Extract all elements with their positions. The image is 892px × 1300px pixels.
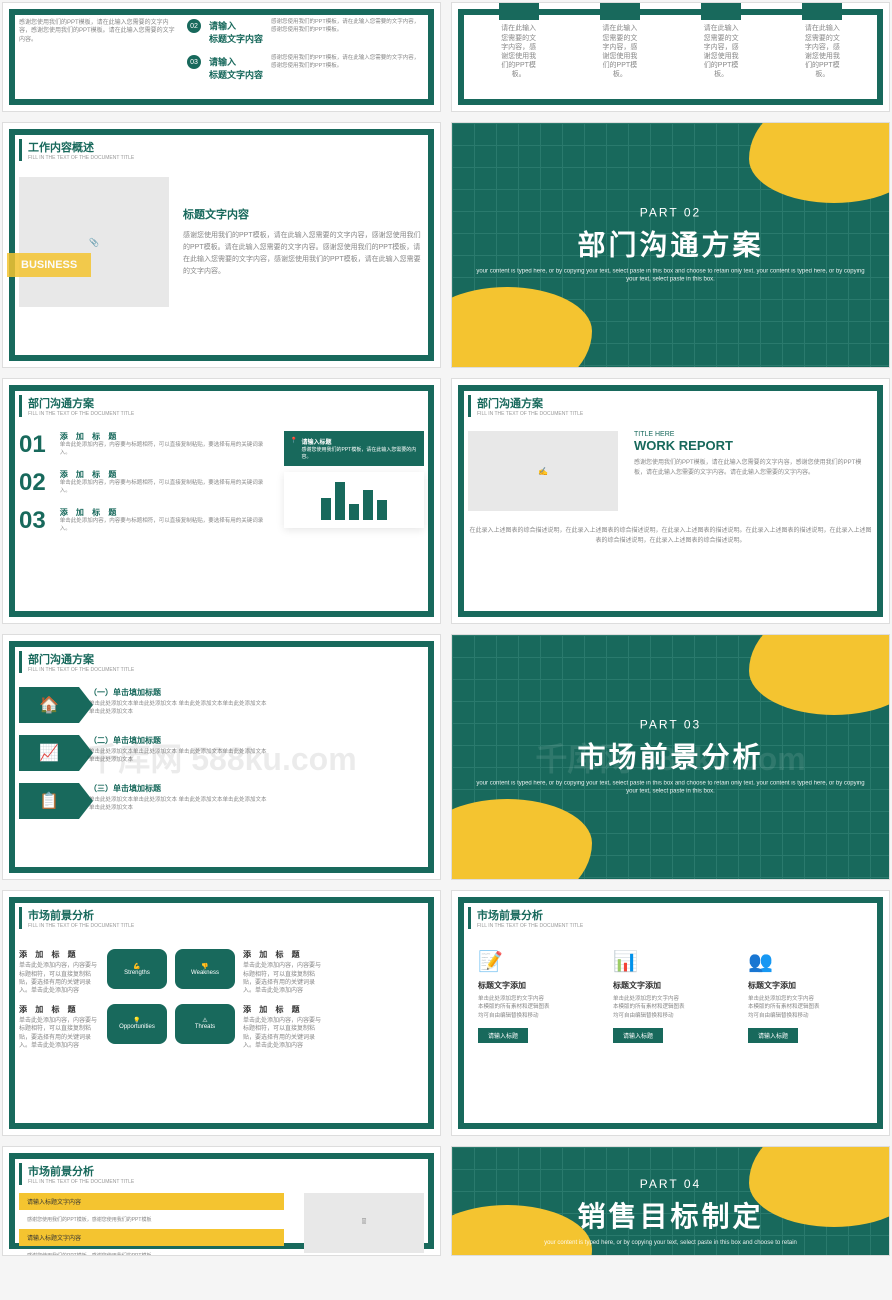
slide-11: 市场前景分析FILL IN THE TEXT OF THE DOCUMENT T… — [2, 1146, 441, 1256]
feature-icon: 👥 — [748, 949, 863, 974]
num-item: 02 请输入标题文字内容 感谢您使用我们的PPT模板，请在此输入您需要的文字内容… — [187, 19, 424, 45]
slide-5: 部门沟通方案FILL IN THE TEXT OF THE DOCUMENT T… — [2, 378, 441, 624]
feature-icon: 📝 — [478, 949, 593, 974]
swot-weakness: 👎Weakness — [175, 949, 235, 989]
num-badge: 02 — [187, 19, 201, 33]
info-box: 请输入标题文字内容 感谢您使用我们的PPT模板，感谢您使用我们的PPT模板 — [19, 1229, 284, 1256]
bar3d: 60% 请在此输入您需要的文字内容，感谢您使用我们的PPT模板。 — [499, 2, 539, 79]
feature-btn[interactable]: 请输入标题 — [748, 1028, 798, 1043]
s4-sub: your content is typed here, or by copyin… — [474, 268, 867, 285]
feature-col: 📊 标题文字添加 单击此处添加您的文字内容本模版的所有素材和逻辑图表均可自由编辑… — [613, 949, 728, 1043]
location-icon: 📍 — [290, 437, 297, 444]
doc-icon: 📋 — [19, 783, 79, 819]
slide-12: PART 04 销售目标制定 your content is typed her… — [451, 1146, 890, 1256]
s4-part: PART 02 — [474, 206, 867, 220]
swot-strengths: 💪Strengths — [107, 949, 167, 989]
info-box: 请输入标题文字内容 感谢您使用我们的PPT模板，感谢您使用我们的PPT模板 — [19, 1193, 284, 1223]
s6-image: ✍️ — [468, 431, 618, 511]
s3-image: 📎 — [19, 177, 169, 307]
s11-image: 🖩 — [304, 1193, 424, 1253]
feature-btn[interactable]: 请输入标题 — [478, 1028, 528, 1043]
slide-8: PART 03 市场前景分析 your content is typed her… — [451, 634, 890, 880]
slide-7: 部门沟通方案FILL IN THE TEXT OF THE DOCUMENT T… — [2, 634, 441, 880]
list-item: 03 添 加 标 题 单击此处添加内容，内容要与标题相符，可以直接复制粘贴，要选… — [19, 507, 264, 535]
swot-opportunities: 💡Opportunities — [107, 1004, 167, 1044]
bar3d: 30% 请在此输入您需要的文字内容，感谢您使用我们的PPT模板。 — [802, 2, 842, 79]
feature-col: 👥 标题文字添加 单击此处添加您的文字内容本模版的所有素材和逻辑图表均可自由编辑… — [748, 949, 863, 1043]
arrow-item: 📋 （三）单击填加标题单击此处添加文本单击此处添加文本 单击此处添加文本单击此处… — [19, 783, 424, 819]
swot-threats: ⚠Threats — [175, 1004, 235, 1044]
arrow-item: 📈 （二）单击填加标题单击此处添加文本单击此处添加文本 单击此处添加文本单击此处… — [19, 735, 424, 771]
slide-grid: 感谢您使用我们的PPT模板，请在此输入您需要的文字内容，感谢您使用我们的PPT模… — [0, 0, 892, 1258]
s4-big: 部门沟通方案 — [474, 224, 867, 264]
num-item: 03 请输入标题文字内容 感谢您使用我们的PPT模板，请在此输入您需要的文字内容… — [187, 55, 424, 81]
s3-title: 工作内容概述 — [28, 139, 424, 155]
slide-3: 工作内容概述FILL IN THE TEXT OF THE DOCUMENT T… — [2, 122, 441, 368]
feature-btn[interactable]: 请输入标题 — [613, 1028, 663, 1043]
s3-badge: BUSINESS — [7, 253, 91, 277]
bar3d: 请在此输入您需要的文字内容，感谢您使用我们的PPT模板。 — [701, 2, 741, 79]
arrow-item: 🏠 （一）单击填加标题单击此处添加文本单击此处添加文本 单击此处添加文本单击此处… — [19, 687, 424, 723]
feature-col: 📝 标题文字添加 单击此处添加您的文字内容本模版的所有素材和逻辑图表均可自由编辑… — [478, 949, 593, 1043]
num-badge: 03 — [187, 55, 201, 69]
slide-9: 市场前景分析FILL IN THE TEXT OF THE DOCUMENT T… — [2, 890, 441, 1136]
slide1-desc: 感谢您使用我们的PPT模板，请在此输入您需要的文字内容，感谢您使用我们的PPT模… — [19, 19, 177, 95]
feature-icon: 📊 — [613, 949, 728, 974]
list-item: 01 添 加 标 题 单击此处添加内容，内容要与标题相符，可以直接复制粘贴，要选… — [19, 431, 264, 459]
bar3d: 40% 请在此输入您需要的文字内容，感谢您使用我们的PPT模板。 — [600, 2, 640, 79]
slide-10: 市场前景分析FILL IN THE TEXT OF THE DOCUMENT T… — [451, 890, 890, 1136]
home-icon: 🏠 — [19, 687, 79, 723]
s3-h: 标题文字内容 — [183, 206, 424, 222]
slide-4: PART 02 部门沟通方案 your content is typed her… — [451, 122, 890, 368]
slide-1: 感谢您使用我们的PPT模板，请在此输入您需要的文字内容，感谢您使用我们的PPT模… — [2, 2, 441, 112]
list-item: 02 添 加 标 题 单击此处添加内容，内容要与标题相符，可以直接复制粘贴，要选… — [19, 469, 264, 497]
slide-2: 60% 请在此输入您需要的文字内容，感谢您使用我们的PPT模板。 40% 请在此… — [451, 2, 890, 112]
slide-6: 部门沟通方案FILL IN THE TEXT OF THE DOCUMENT T… — [451, 378, 890, 624]
s3-d: 感谢您使用我们的PPT模板，请在此输入您需要的文字内容，感谢您使用我们的PPT模… — [183, 230, 424, 278]
chart-icon: 📈 — [19, 735, 79, 771]
